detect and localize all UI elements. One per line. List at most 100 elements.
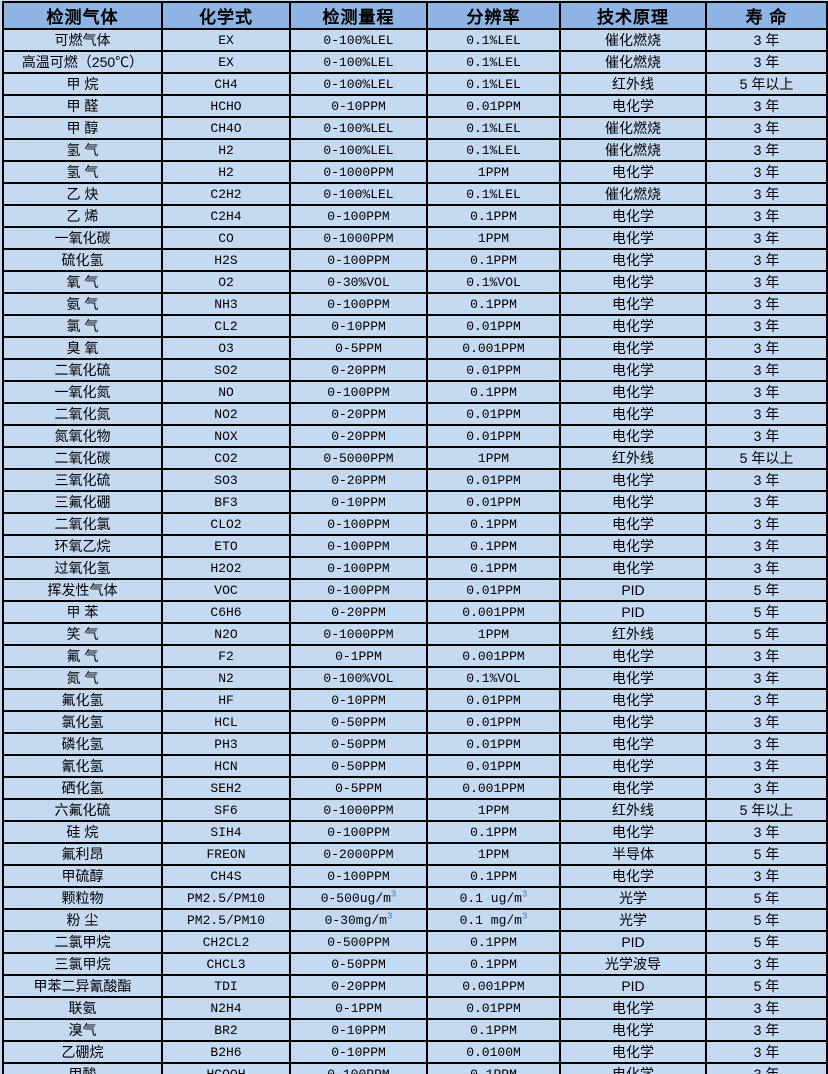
column-header-gas: 检测气体 bbox=[2, 1, 163, 30]
cell-resolution: 0.1PPM bbox=[426, 1018, 561, 1042]
table-row: 甲 醛 HCHO 0-10PPM 0.01PPM 电化学 3 年 bbox=[2, 94, 828, 118]
cell-resolution: 0.001PPM bbox=[426, 974, 561, 998]
cell-formula: PM2.5/PM10 bbox=[161, 886, 291, 910]
cell-formula: CH4O bbox=[161, 116, 291, 140]
cell-resolution: 1PPM bbox=[426, 842, 561, 866]
table-row: 六氟化硫 SF6 0-1000PPM 1PPM 红外线 5 年以上 bbox=[2, 798, 828, 822]
cell-resolution: 0.1PPM bbox=[426, 820, 561, 844]
cell-resolution: 0.01PPM bbox=[426, 424, 561, 448]
cell-range: 0-1000PPM bbox=[289, 226, 428, 250]
cell-lifespan: 3 年 bbox=[705, 1018, 828, 1042]
cell-range: 0-100%LEL bbox=[289, 116, 428, 140]
cell-principle: 红外线 bbox=[559, 72, 707, 96]
cell-principle: 电化学 bbox=[559, 402, 707, 426]
cell-principle: 电化学 bbox=[559, 358, 707, 382]
cell-principle: 电化学 bbox=[559, 776, 707, 800]
cell-range: 0-100PPM bbox=[289, 1062, 428, 1074]
cell-gas: 一氧化氮 bbox=[2, 380, 163, 404]
cell-lifespan: 5 年以上 bbox=[705, 72, 828, 96]
cell-range: 0-30mg/m3 bbox=[289, 908, 428, 932]
cell-lifespan: 3 年 bbox=[705, 776, 828, 800]
cell-formula: NH3 bbox=[161, 292, 291, 316]
cell-gas: 环氧乙烷 bbox=[2, 534, 163, 558]
cell-principle: 电化学 bbox=[559, 512, 707, 536]
cell-formula: PM2.5/PM10 bbox=[161, 908, 291, 932]
cell-principle: 电化学 bbox=[559, 534, 707, 558]
cell-principle: 电化学 bbox=[559, 1018, 707, 1042]
cell-resolution: 0.01PPM bbox=[426, 468, 561, 492]
table-row: 二氧化氯 CLO2 0-100PPM 0.1PPM 电化学 3 年 bbox=[2, 512, 828, 536]
cell-range: 0-500ug/m3 bbox=[289, 886, 428, 910]
cell-formula: HCHO bbox=[161, 94, 291, 118]
cell-lifespan: 3 年 bbox=[705, 512, 828, 536]
cell-range: 0-20PPM bbox=[289, 468, 428, 492]
cell-resolution: 0.01PPM bbox=[426, 578, 561, 602]
cell-range: 0-500PPM bbox=[289, 930, 428, 954]
cell-principle: 光学波导 bbox=[559, 952, 707, 976]
cell-gas: 二氧化硫 bbox=[2, 358, 163, 382]
cell-lifespan: 3 年 bbox=[705, 424, 828, 448]
table-row: 氨 气 NH3 0-100PPM 0.1PPM 电化学 3 年 bbox=[2, 292, 828, 316]
cell-range: 0-100PPM bbox=[289, 292, 428, 316]
cell-resolution: 0.1%VOL bbox=[426, 270, 561, 294]
cell-principle: 电化学 bbox=[559, 292, 707, 316]
cell-resolution: 0.01PPM bbox=[426, 358, 561, 382]
cell-range: 0-100%LEL bbox=[289, 28, 428, 52]
cell-lifespan: 3 年 bbox=[705, 336, 828, 360]
cell-gas: 笑 气 bbox=[2, 622, 163, 646]
cell-resolution: 0.1PPM bbox=[426, 930, 561, 954]
cell-gas: 三氯甲烷 bbox=[2, 952, 163, 976]
cell-principle: 光学 bbox=[559, 908, 707, 932]
table-row: 氟化氢 HF 0-10PPM 0.01PPM 电化学 3 年 bbox=[2, 688, 828, 712]
cell-resolution: 0.001PPM bbox=[426, 644, 561, 668]
cell-range: 0-20PPM bbox=[289, 424, 428, 448]
cell-resolution: 0.1PPM bbox=[426, 556, 561, 580]
cell-formula: PH3 bbox=[161, 732, 291, 756]
cell-formula: C2H2 bbox=[161, 182, 291, 206]
cell-lifespan: 3 年 bbox=[705, 468, 828, 492]
cell-lifespan: 5 年 bbox=[705, 908, 828, 932]
table-row: 环氧乙烷 ETO 0-100PPM 0.1PPM 电化学 3 年 bbox=[2, 534, 828, 558]
table-row: 甲酸 HCOOH 0-100PPM 0.1PPM 电化学 3 年 bbox=[2, 1062, 828, 1074]
cell-formula: CLO2 bbox=[161, 512, 291, 536]
cell-lifespan: 3 年 bbox=[705, 160, 828, 184]
cell-gas: 乙 烯 bbox=[2, 204, 163, 228]
table-row: 一氧化氮 NO 0-100PPM 0.1PPM 电化学 3 年 bbox=[2, 380, 828, 404]
cell-formula: BF3 bbox=[161, 490, 291, 514]
cell-resolution: 1PPM bbox=[426, 226, 561, 250]
cell-gas: 二氯甲烷 bbox=[2, 930, 163, 954]
cell-range: 0-10PPM bbox=[289, 314, 428, 338]
cell-formula: HCL bbox=[161, 710, 291, 734]
cell-resolution: 0.1 ug/m3 bbox=[426, 886, 561, 910]
cell-principle: 电化学 bbox=[559, 468, 707, 492]
table-row: 氮氧化物 NOX 0-20PPM 0.01PPM 电化学 3 年 bbox=[2, 424, 828, 448]
cell-principle: 催化燃烧 bbox=[559, 28, 707, 52]
cell-formula: CH2CL2 bbox=[161, 930, 291, 954]
cell-range: 0-100PPM bbox=[289, 248, 428, 272]
cell-range: 0-10PPM bbox=[289, 688, 428, 712]
cell-principle: 电化学 bbox=[559, 160, 707, 184]
cell-lifespan: 3 年 bbox=[705, 50, 828, 74]
cell-lifespan: 3 年 bbox=[705, 94, 828, 118]
cell-lifespan: 3 年 bbox=[705, 116, 828, 140]
cell-lifespan: 3 年 bbox=[705, 28, 828, 52]
cell-gas: 六氟化硫 bbox=[2, 798, 163, 822]
cell-lifespan: 3 年 bbox=[705, 270, 828, 294]
cell-principle: 电化学 bbox=[559, 996, 707, 1020]
cell-lifespan: 3 年 bbox=[705, 182, 828, 206]
cell-range: 0-2000PPM bbox=[289, 842, 428, 866]
cell-range: 0-100%VOL bbox=[289, 666, 428, 690]
table-row: 氟利昂 FREON 0-2000PPM 1PPM 半导体 5 年 bbox=[2, 842, 828, 866]
cell-gas: 三氟化硼 bbox=[2, 490, 163, 514]
cell-principle: PID bbox=[559, 930, 707, 954]
cell-resolution: 0.1PPM bbox=[426, 380, 561, 404]
table-row: 二氧化碳 CO2 0-5000PPM 1PPM 红外线 5 年以上 bbox=[2, 446, 828, 470]
cell-gas: 氧 气 bbox=[2, 270, 163, 294]
cell-range: 0-100PPM bbox=[289, 864, 428, 888]
table-row: 甲 烷 CH4 0-100%LEL 0.1%LEL 红外线 5 年以上 bbox=[2, 72, 828, 96]
cell-principle: 电化学 bbox=[559, 710, 707, 734]
cell-gas: 氯化氢 bbox=[2, 710, 163, 734]
cell-range: 0-100PPM bbox=[289, 820, 428, 844]
cell-gas: 甲酸 bbox=[2, 1062, 163, 1074]
